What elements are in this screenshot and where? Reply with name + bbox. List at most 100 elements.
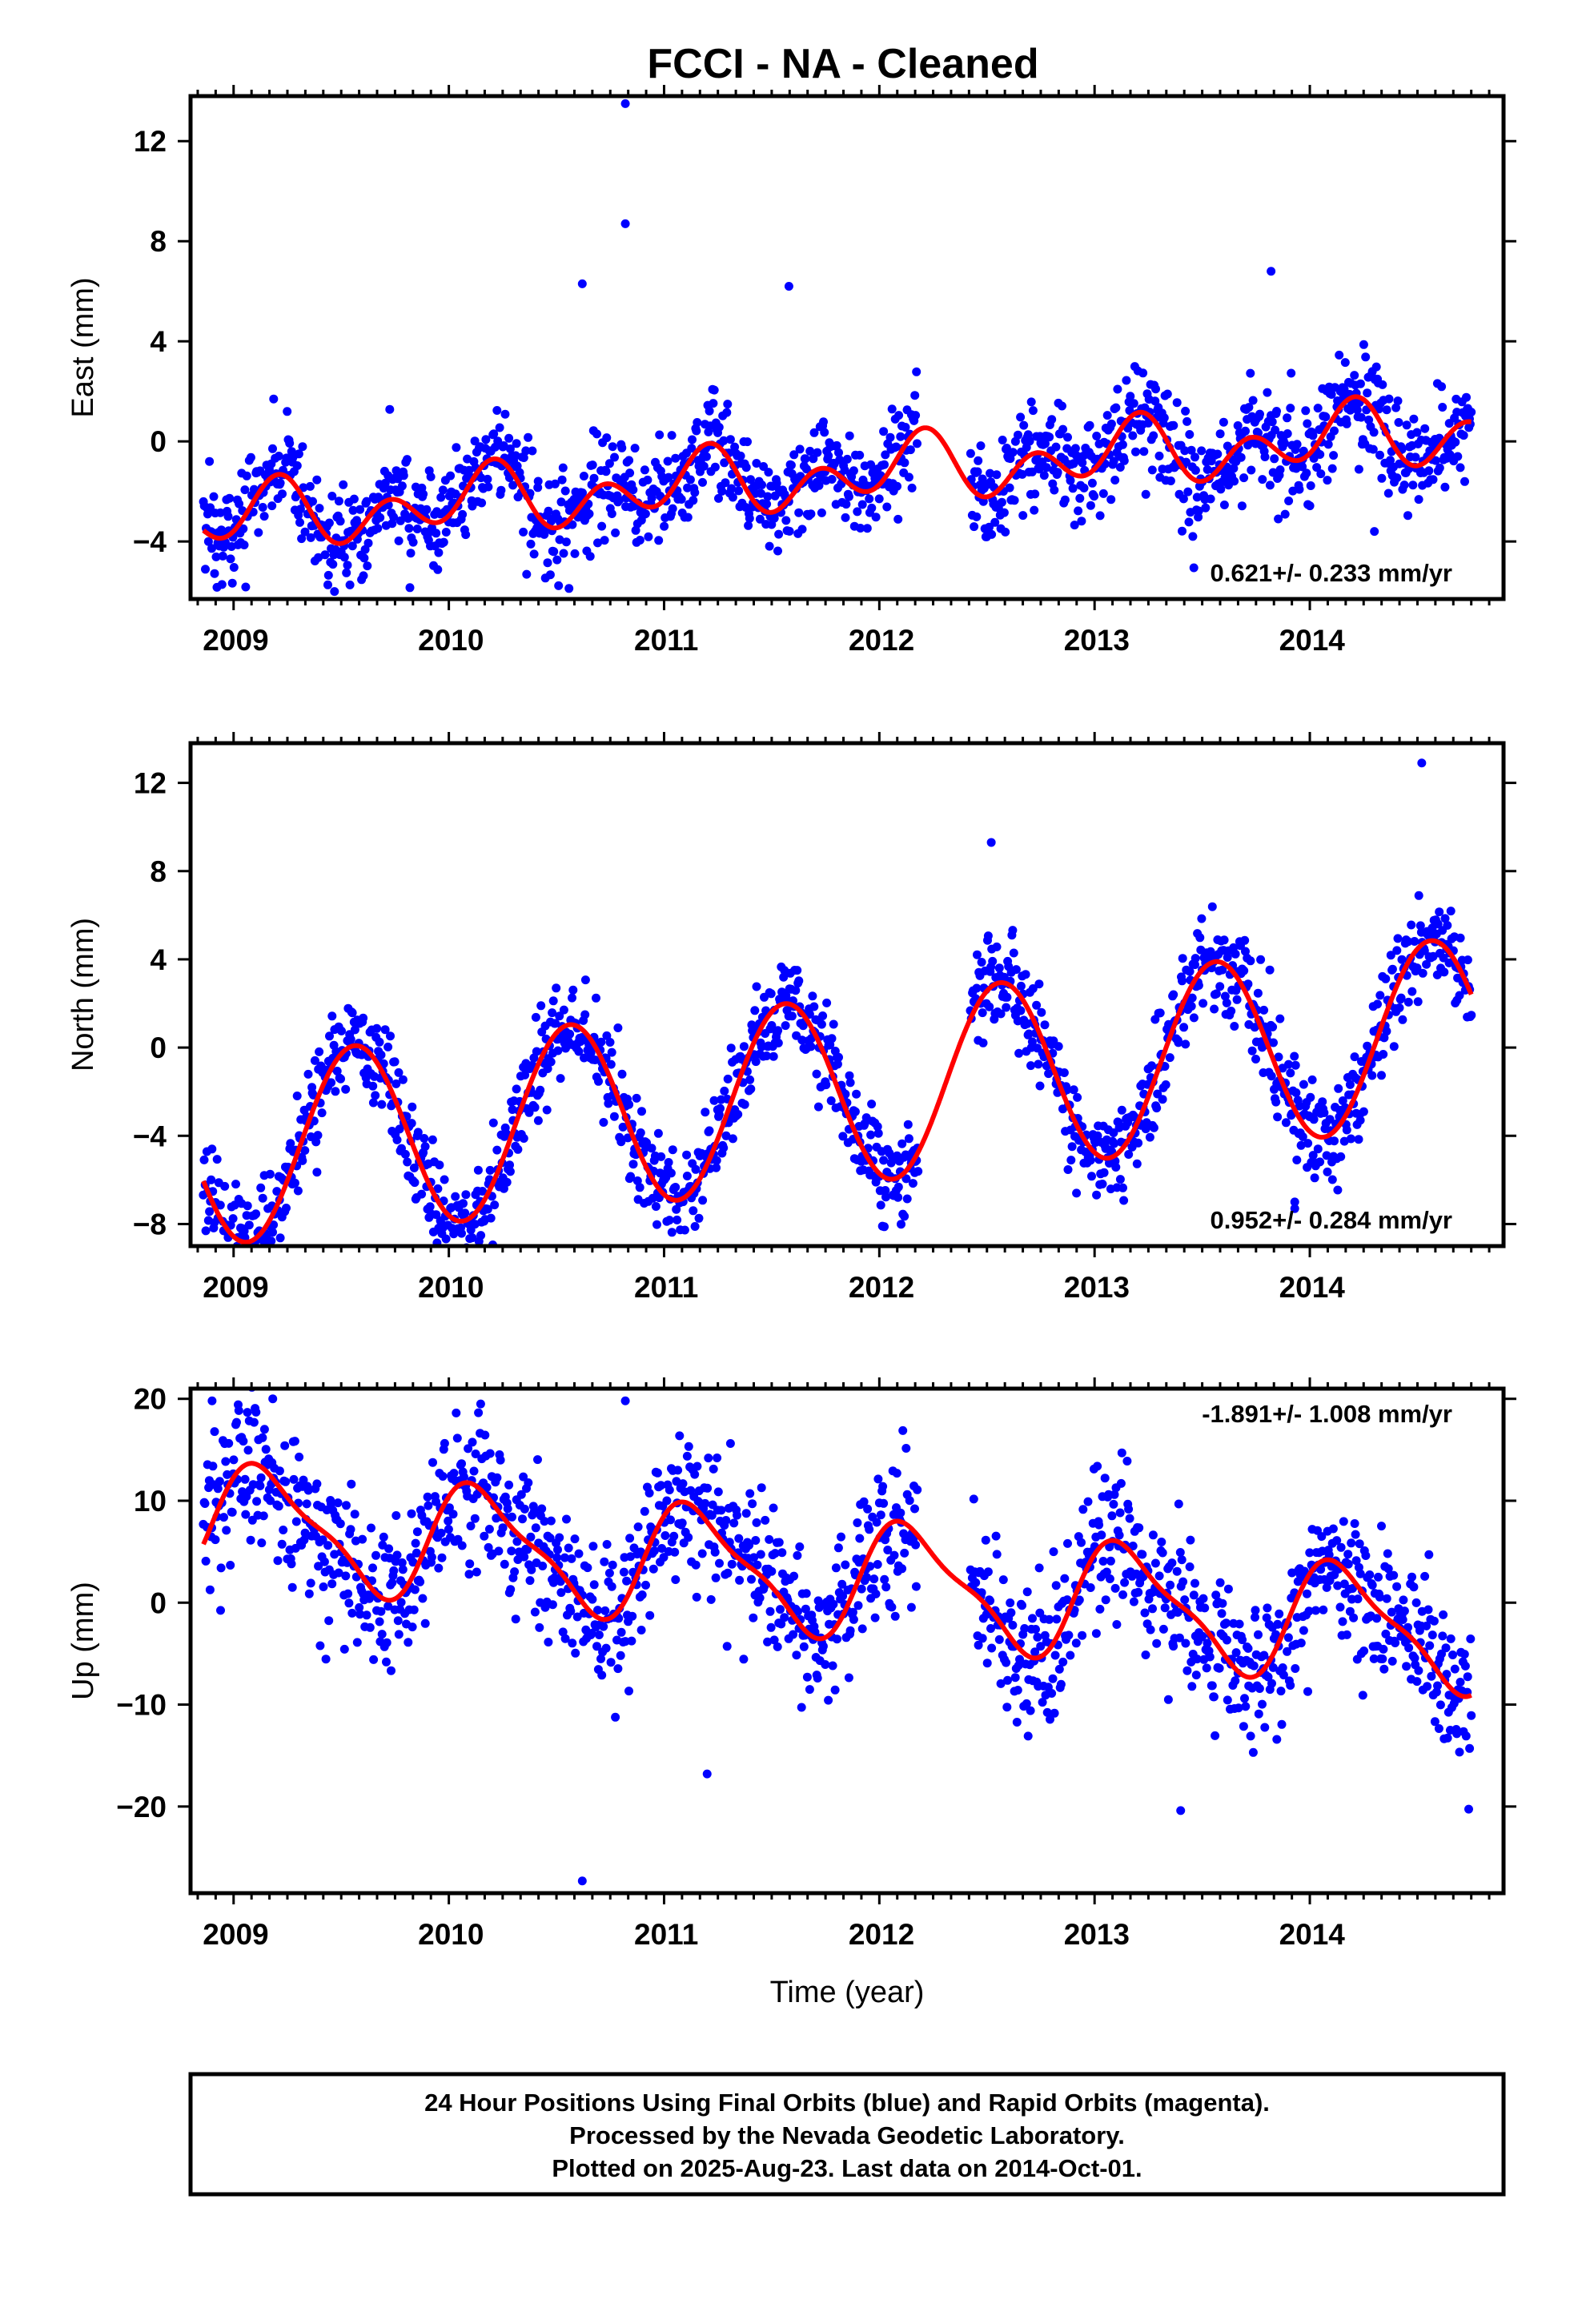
- y-tick-label: −10: [116, 1689, 167, 1722]
- data-point: [727, 484, 737, 493]
- data-point: [267, 501, 277, 511]
- x-tick-label: 2009: [203, 1271, 268, 1304]
- data-point: [251, 1209, 261, 1219]
- data-point: [765, 541, 774, 551]
- data-point: [285, 439, 295, 448]
- plot-area: [199, 758, 1476, 1246]
- data-point: [974, 1640, 983, 1650]
- plot-frame: [188, 94, 1506, 601]
- data-point: [1067, 1142, 1077, 1152]
- data-point: [574, 1047, 584, 1056]
- data-point: [1248, 1747, 1258, 1757]
- data-point: [665, 1486, 674, 1494]
- data-point: [1197, 446, 1207, 456]
- footer-line-1: 24 Hour Positions Using Final Orbits (bl…: [424, 2089, 1270, 2117]
- rate-annotation: -1.891+/- 1.008 mm/yr: [1202, 1400, 1452, 1428]
- data-point: [1002, 1658, 1011, 1667]
- data-point: [303, 1486, 313, 1495]
- data-point: [266, 1496, 275, 1506]
- data-point: [1172, 398, 1182, 408]
- data-point: [1248, 396, 1258, 405]
- data-point: [345, 580, 355, 589]
- data-point: [1275, 1609, 1284, 1618]
- data-point: [1402, 420, 1411, 430]
- data-point: [244, 1220, 254, 1230]
- data-point: [1325, 1115, 1335, 1124]
- data-point: [1263, 388, 1272, 397]
- data-point: [876, 1510, 885, 1520]
- data-point: [1305, 501, 1315, 511]
- data-point: [552, 983, 561, 993]
- data-point: [1271, 425, 1280, 435]
- data-point: [1467, 1711, 1476, 1720]
- data-point: [538, 1562, 548, 1570]
- data-point: [488, 1118, 498, 1128]
- data-point: [592, 1642, 601, 1651]
- data-point: [745, 1541, 754, 1550]
- data-point: [1323, 476, 1332, 485]
- data-point: [359, 571, 368, 581]
- data-point: [483, 474, 492, 484]
- data-point: [1115, 1175, 1125, 1184]
- data-point: [613, 1023, 623, 1032]
- data-point: [809, 428, 819, 437]
- data-point: [706, 1594, 716, 1604]
- data-point: [400, 1149, 410, 1159]
- data-point: [348, 505, 358, 515]
- data-point: [1178, 954, 1187, 963]
- data-point: [1041, 439, 1050, 448]
- data-point: [239, 1226, 249, 1236]
- data-point: [880, 1574, 889, 1584]
- data-point: [1329, 451, 1339, 460]
- data-point: [1378, 1655, 1387, 1663]
- data-point: [589, 473, 599, 483]
- data-point: [1215, 429, 1225, 439]
- data-point: [512, 1084, 521, 1094]
- data-point: [571, 1648, 580, 1658]
- data-point: [1066, 1651, 1075, 1660]
- data-point: [1410, 1654, 1419, 1663]
- data-point: [553, 1046, 563, 1055]
- data-point: [821, 1660, 830, 1669]
- data-point: [672, 1204, 681, 1214]
- data-point: [747, 1574, 756, 1584]
- data-point: [893, 481, 901, 491]
- data-point: [574, 1549, 584, 1558]
- data-point: [1070, 444, 1080, 453]
- data-point: [255, 1481, 265, 1490]
- data-point: [745, 513, 754, 523]
- data-point: [983, 931, 993, 941]
- y-tick-label: 4: [150, 943, 167, 976]
- data-point: [1310, 1173, 1319, 1183]
- data-point: [1159, 413, 1169, 423]
- data-point: [318, 1535, 327, 1545]
- data-point: [1275, 465, 1285, 475]
- data-point: [289, 1474, 299, 1484]
- data-point: [645, 1610, 655, 1620]
- data-point: [299, 1535, 309, 1545]
- data-point: [608, 442, 617, 452]
- data-point: [342, 1501, 351, 1510]
- data-point: [697, 1549, 707, 1558]
- data-point: [249, 1417, 259, 1427]
- data-point: [1192, 1655, 1202, 1664]
- data-point: [382, 1657, 391, 1667]
- data-point: [273, 1556, 283, 1566]
- data-point: [728, 493, 737, 502]
- data-point: [605, 1038, 615, 1047]
- data-point: [1047, 1689, 1057, 1698]
- data-point: [746, 1084, 756, 1094]
- data-point: [1227, 1007, 1236, 1015]
- data-point: [709, 1464, 718, 1474]
- data-point: [559, 1005, 568, 1015]
- data-point: [611, 528, 620, 537]
- data-point: [412, 525, 422, 533]
- data-point: [243, 1201, 252, 1211]
- data-point: [813, 1674, 822, 1683]
- data-point: [1022, 1587, 1032, 1597]
- y-tick-label: 12: [134, 125, 167, 158]
- data-point: [841, 500, 851, 509]
- rate-annotation: 0.952+/- 0.284 mm/yr: [1211, 1206, 1452, 1234]
- data-point: [592, 429, 601, 439]
- data-point: [992, 942, 1002, 951]
